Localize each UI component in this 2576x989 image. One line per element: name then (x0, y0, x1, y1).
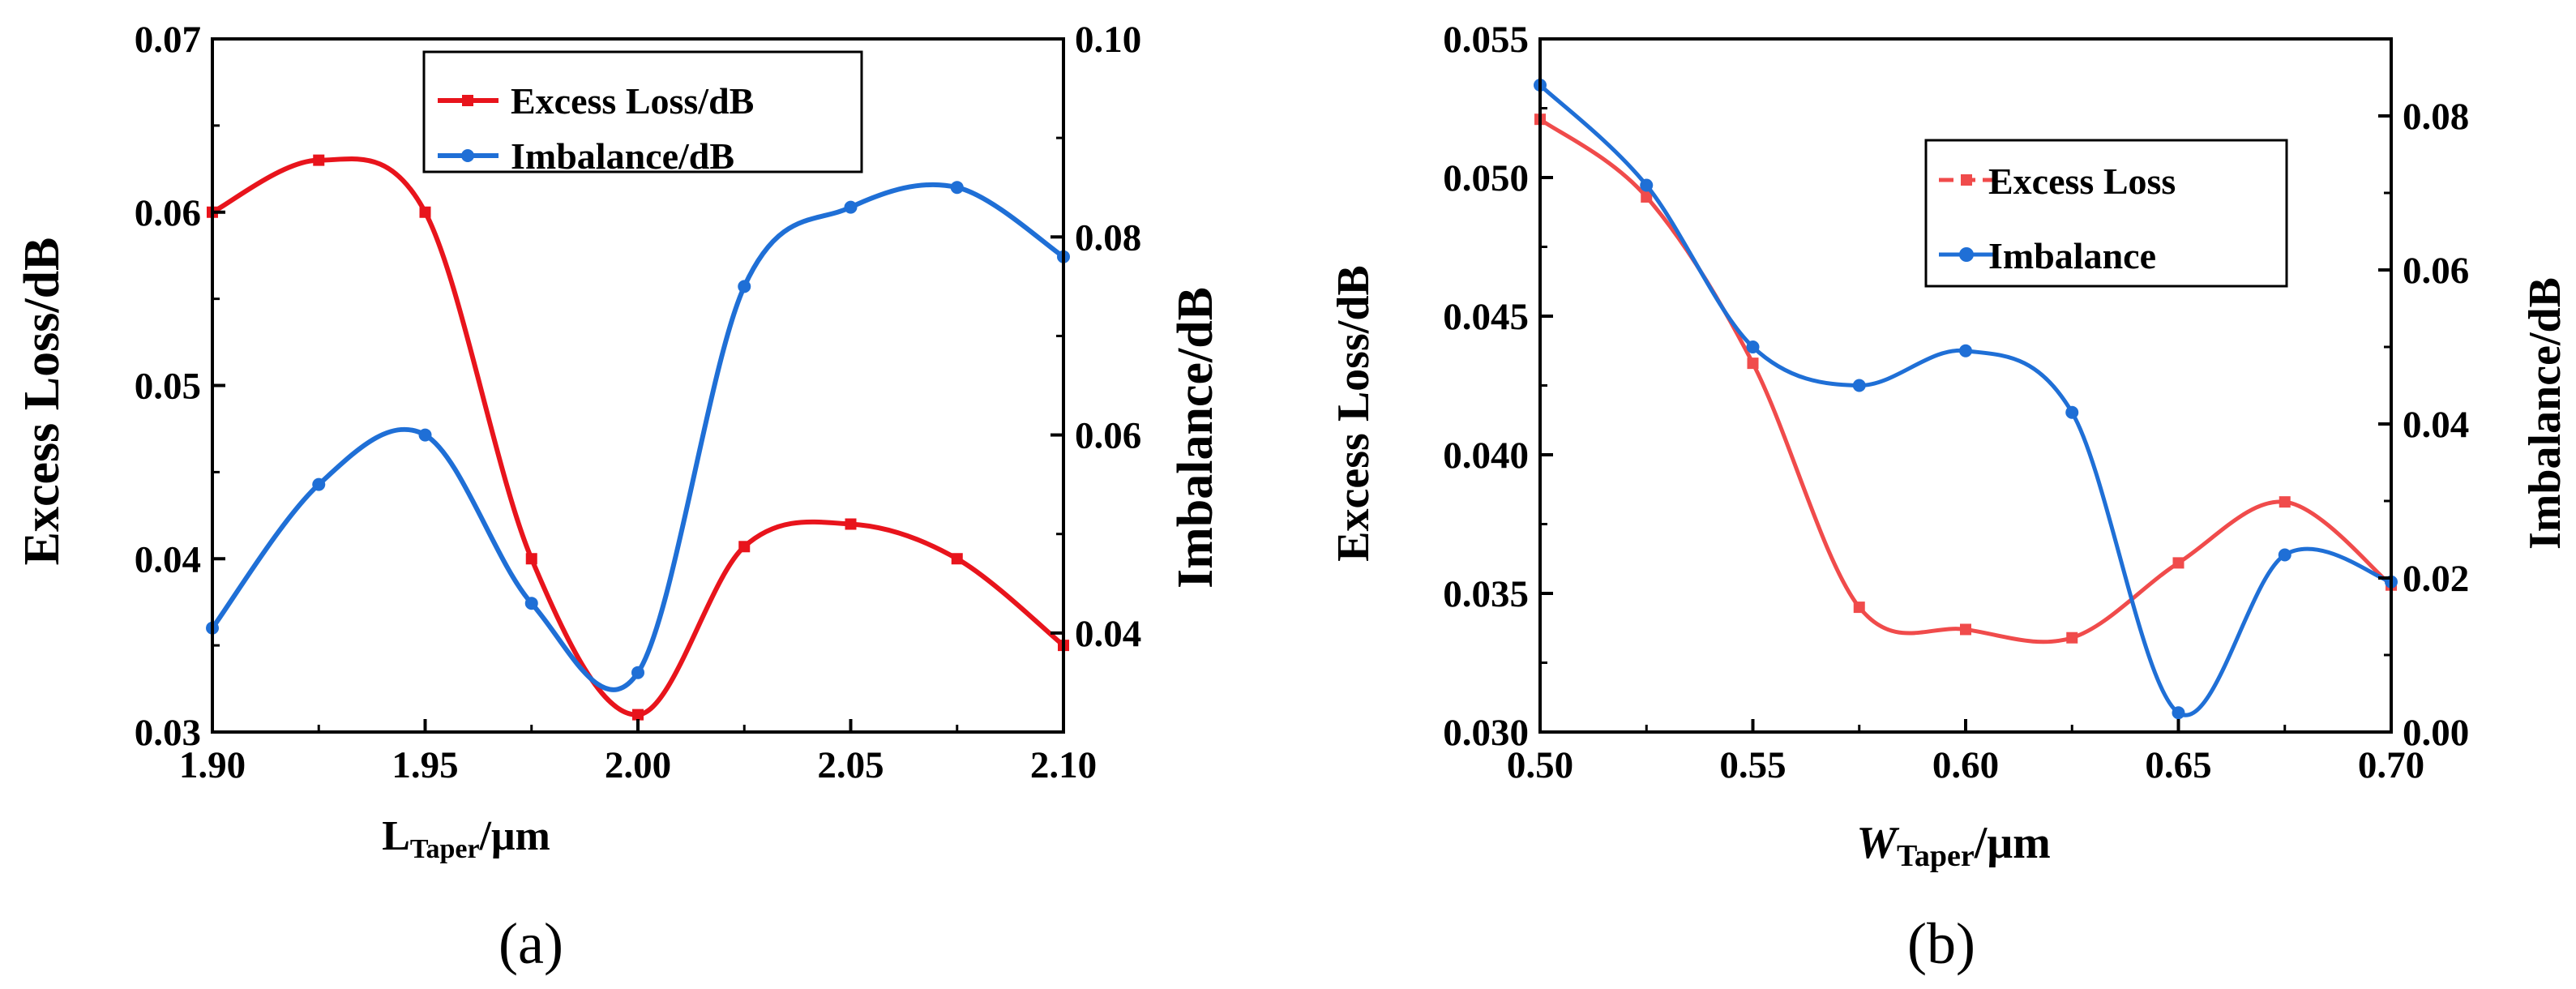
point-b-s1-7 (2279, 496, 2291, 508)
point-a-s1-3 (525, 553, 537, 565)
point-a-s1-6 (845, 518, 857, 530)
point-b-s2-7 (2278, 548, 2291, 562)
point-b-s2-6 (2172, 706, 2185, 720)
legend-a-box (422, 50, 863, 173)
x-tick-label-a-2: 2.00 (605, 744, 671, 786)
point-a-s2-6 (844, 200, 858, 214)
y-right-tick-label-b-2: 0.04 (2403, 404, 2469, 446)
panel-a: 1.90 1.95 2.00 2.05 2.10 0.03 0.04 0.05 0.06 0.07… (15, 19, 1223, 976)
series-line-b-2 (1540, 83, 2391, 717)
y-left-tick-label-a-2: 0.05 (135, 366, 201, 408)
x-tick-label-a-1: 1.95 (392, 744, 458, 786)
series-line-a-1 (212, 156, 1063, 717)
y-axis-right-label-a: Imbalance/dB (1168, 287, 1223, 589)
legend-a-marker-2 (461, 149, 474, 162)
point-b-s1-5 (2066, 632, 2078, 644)
y-left-tick-label-a-1: 0.04 (135, 538, 201, 580)
y-left-tick-label-b-2: 0.040 (1443, 435, 1529, 477)
point-a-s2-1 (312, 477, 326, 491)
y-right-tick-label-a-0: 0.04 (1075, 613, 1141, 655)
y-right-tick-label-a-3: 0.10 (1075, 19, 1141, 61)
y-left-tick-label-b-4: 0.050 (1443, 157, 1529, 199)
point-a-s1-1 (313, 154, 325, 166)
point-a-s2-7 (950, 181, 964, 195)
x-tick-label-a-0: 1.90 (179, 744, 246, 786)
x-tick-label-b-3: 0.65 (2145, 744, 2211, 786)
point-b-s2-1 (1640, 178, 1654, 192)
series-line-a-2 (212, 182, 1063, 692)
y-left-tick-label-b-1: 0.035 (1443, 573, 1529, 615)
y-right-tick-label-b-3: 0.06 (2403, 250, 2469, 292)
legend-a: Excess Loss/dB Imbalance/dB (422, 50, 863, 177)
panel-b: 0.50 0.55 0.60 0.65 0.70 0.030 0.035 0.040 0.045… (1329, 19, 2570, 976)
legend-b-box (1924, 139, 2288, 288)
caption-a: (a) (499, 911, 563, 976)
x-tick-label-b-2: 0.60 (1932, 744, 1999, 786)
point-a-s2-5 (738, 280, 751, 293)
y-left-tick-label-b-5: 0.055 (1443, 19, 1529, 61)
point-a-s2-3 (524, 597, 538, 610)
legend-a-marker-1 (462, 95, 473, 106)
x-tick-label-b-1: 0.55 (1719, 744, 1786, 786)
y-axis-right-label-b: Imbalance/dB (2520, 277, 2570, 550)
legend-b-marker-1 (1961, 174, 1972, 186)
point-a-s2-2 (418, 428, 432, 442)
point-b-s1-3 (1853, 602, 1865, 614)
point-a-s1-2 (419, 206, 431, 218)
point-b-s2-4 (1959, 344, 1972, 357)
legend-a-label-1: Excess Loss/dB (511, 80, 754, 122)
x-tick-label-a-3: 2.05 (817, 744, 884, 786)
point-a-s1-5 (738, 541, 751, 553)
y-right-tick-label-b-1: 0.02 (2403, 558, 2469, 600)
caption-b: (b) (1907, 911, 1975, 976)
legend-b-marker-2 (1959, 247, 1974, 262)
point-a-s1-4 (632, 709, 644, 721)
y-left-tick-label-b-0: 0.030 (1443, 712, 1529, 754)
point-b-s2-5 (2065, 405, 2079, 419)
legend-a-label-2: Imbalance/dB (511, 135, 734, 177)
legend-b-label-2: Imbalance (1988, 235, 2156, 276)
x-axis-label-a: LTaper/μm (382, 813, 550, 864)
y-right-tick-label-b-4: 0.08 (2403, 96, 2469, 138)
y-right-tick-label-a-1: 0.06 (1075, 415, 1141, 457)
point-a-s1-7 (951, 553, 963, 565)
y-left-tick-label-b-3: 0.045 (1443, 296, 1529, 338)
point-b-s2-3 (1852, 379, 1866, 392)
y-axis-left-label-a: Excess Loss/dB (15, 238, 70, 566)
y-axis-left-label-b: Excess Loss/dB (1329, 265, 1379, 562)
x-axis-label-b: WTaper/μm (1856, 818, 2050, 873)
legend-b-label-1: Excess Loss (1988, 161, 2176, 202)
x-tick-label-a-4: 2.10 (1030, 744, 1097, 786)
point-b-s1-6 (2172, 557, 2184, 569)
point-b-s1-1 (1641, 191, 1653, 203)
point-b-s1-2 (1747, 357, 1759, 370)
x-tick-label-b-4: 0.70 (2358, 744, 2424, 786)
legend-b: Excess Loss Imbalance (1924, 139, 2288, 288)
y-right-tick-label-b-0: 0.00 (2403, 712, 2469, 754)
point-b-s1-4 (1960, 623, 1971, 636)
y-left-tick-label-a-0: 0.03 (135, 712, 201, 754)
x-tick-label-b-0: 0.50 (1507, 744, 1573, 786)
point-a-s2-4 (631, 666, 644, 679)
point-b-s2-2 (1746, 340, 1760, 353)
y-left-tick-label-a-3: 0.06 (135, 192, 201, 234)
y-right-tick-label-a-2: 0.08 (1075, 216, 1141, 259)
y-left-tick-label-a-4: 0.07 (135, 19, 201, 61)
